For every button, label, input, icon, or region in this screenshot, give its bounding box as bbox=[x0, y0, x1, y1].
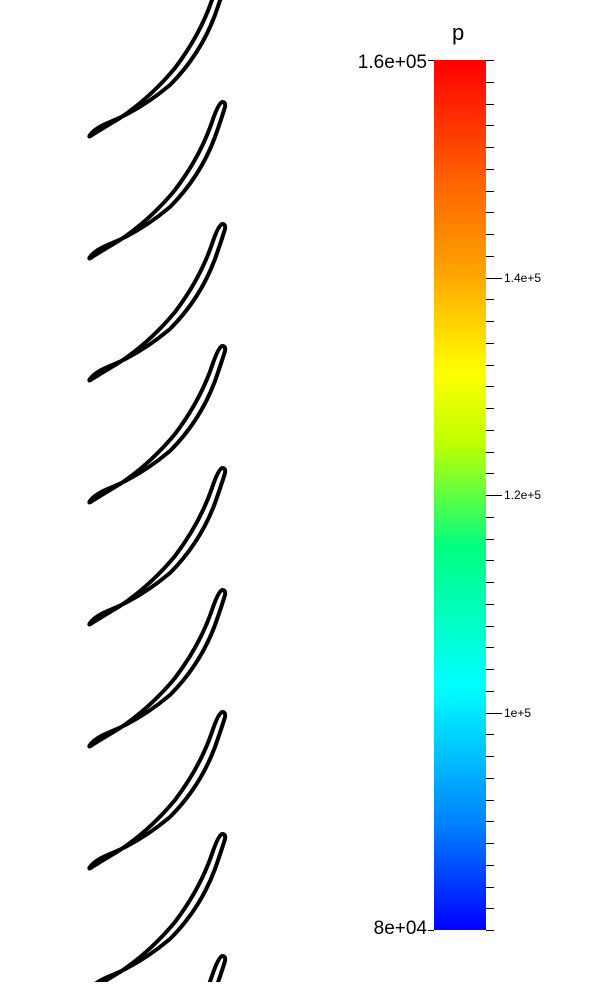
colorbar-minor-tick bbox=[486, 843, 494, 844]
blade-cascade bbox=[0, 0, 300, 982]
colorbar-bottom-tick-left bbox=[428, 930, 434, 931]
colorbar-minor-tick bbox=[486, 60, 494, 61]
colorbar-minor-tick bbox=[486, 408, 494, 409]
colorbar-minor-tick bbox=[486, 212, 494, 213]
colorbar-ticks: 1.4e+5 1.2e+5 1e+5 bbox=[486, 60, 566, 930]
colorbar-minor-tick bbox=[486, 365, 494, 366]
colorbar-minor-tick bbox=[486, 191, 494, 192]
colorbar-major-tick bbox=[486, 495, 502, 496]
colorbar-max-label: 1.6e+05 bbox=[352, 52, 427, 74]
colorbar-minor-tick bbox=[486, 691, 494, 692]
colorbar-minor-tick bbox=[486, 234, 494, 235]
colorbar-minor-tick bbox=[486, 539, 494, 540]
colorbar-minor-tick bbox=[486, 452, 494, 453]
colorbar-minor-tick bbox=[486, 887, 494, 888]
colorbar-minor-tick bbox=[486, 299, 494, 300]
colorbar-min-label: 8e+04 bbox=[352, 918, 427, 940]
colorbar-minor-tick bbox=[486, 647, 494, 648]
colorbar-title: p bbox=[452, 20, 464, 46]
colorbar-minor-tick bbox=[486, 800, 494, 801]
colorbar-minor-tick bbox=[486, 756, 494, 757]
colorbar-tick-label: 1e+5 bbox=[504, 706, 531, 720]
colorbar-minor-tick bbox=[486, 865, 494, 866]
colorbar bbox=[434, 60, 486, 930]
colorbar-minor-tick bbox=[486, 778, 494, 779]
colorbar-minor-tick bbox=[486, 104, 494, 105]
colorbar-minor-tick bbox=[486, 125, 494, 126]
colorbar-minor-tick bbox=[486, 821, 494, 822]
colorbar-major-tick bbox=[486, 713, 502, 714]
colorbar-minor-tick bbox=[486, 560, 494, 561]
colorbar-minor-tick bbox=[486, 256, 494, 257]
colorbar-minor-tick bbox=[486, 169, 494, 170]
colorbar-minor-tick bbox=[486, 626, 494, 627]
colorbar-minor-tick bbox=[486, 82, 494, 83]
colorbar-minor-tick bbox=[486, 321, 494, 322]
colorbar-minor-tick bbox=[486, 604, 494, 605]
colorbar-minor-tick bbox=[486, 386, 494, 387]
colorbar-minor-tick bbox=[486, 930, 494, 931]
colorbar-minor-tick bbox=[486, 430, 494, 431]
colorbar-tick-label: 1.4e+5 bbox=[504, 271, 541, 285]
colorbar-minor-tick bbox=[486, 343, 494, 344]
colorbar-minor-tick bbox=[486, 734, 494, 735]
colorbar-minor-tick bbox=[486, 473, 494, 474]
colorbar-minor-tick bbox=[486, 582, 494, 583]
colorbar-minor-tick bbox=[486, 669, 494, 670]
blade-outline bbox=[89, 0, 225, 137]
colorbar-minor-tick bbox=[486, 147, 494, 148]
colorbar-minor-tick bbox=[486, 908, 494, 909]
colorbar-major-tick bbox=[486, 278, 502, 279]
colorbar-region: p 1.6e+05 8e+04 1.4e+5 1.2e+5 1e+5 bbox=[352, 20, 602, 940]
colorbar-gradient-svg bbox=[434, 60, 486, 930]
blade-cascade-svg bbox=[0, 0, 300, 982]
colorbar-tick-label: 1.2e+5 bbox=[504, 488, 541, 502]
colorbar-minor-tick bbox=[486, 517, 494, 518]
